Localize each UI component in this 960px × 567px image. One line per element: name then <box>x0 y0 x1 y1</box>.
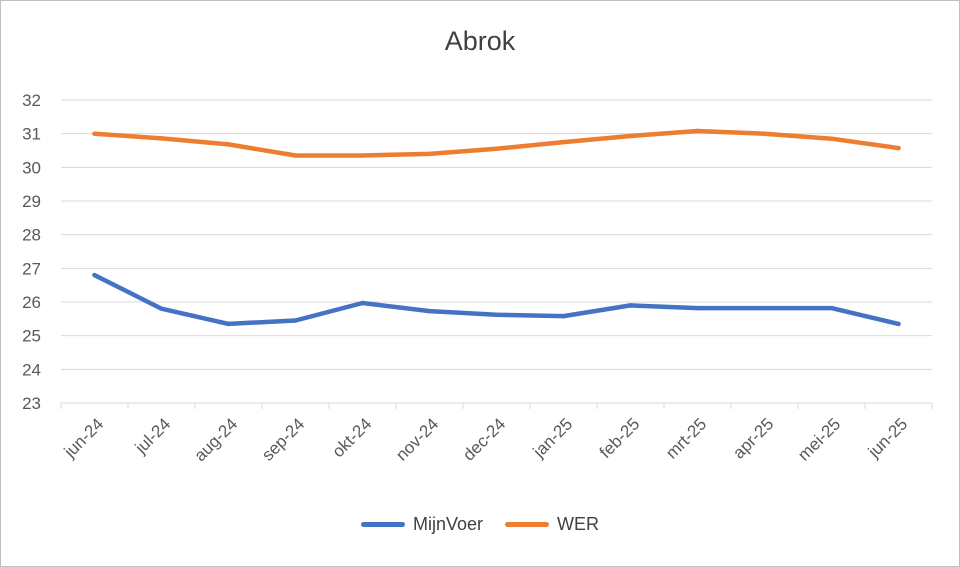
legend-item-mijnvoer: MijnVoer <box>360 514 484 535</box>
legend-label-wer: WER <box>557 514 600 534</box>
legend: MijnVoer WER <box>0 514 960 535</box>
data-point-mijnvoer <box>92 272 97 278</box>
data-point-wer <box>293 153 298 158</box>
data-point-wer <box>226 142 231 147</box>
data-point-mijnvoer <box>561 313 566 319</box>
data-point-mijnvoer <box>427 308 432 314</box>
data-point-mijnvoer <box>695 305 700 311</box>
x-tick-label: dec-24 <box>459 414 509 464</box>
legend-swatch-mijnvoer <box>360 522 405 527</box>
x-axis-tick-labels: jun-24 jul-24 aug-24 sep-24 okt-24 nov-24 dec-… <box>60 414 912 465</box>
data-point-wer <box>829 136 834 141</box>
legend-swatch-wer <box>505 522 550 527</box>
data-point-mijnvoer <box>494 312 499 317</box>
x-tick-label: jun-24 <box>60 414 108 462</box>
data-point-mijnvoer <box>159 306 164 311</box>
y-tick-label: 30 <box>22 158 41 177</box>
x-tick-label: apr-25 <box>729 414 777 462</box>
data-point-mijnvoer <box>762 305 767 311</box>
legend-item-wer: WER <box>505 514 599 535</box>
chart-title: Abrok <box>444 26 516 56</box>
data-point-mijnvoer <box>293 318 298 323</box>
data-point-wer <box>695 128 700 134</box>
data-point-wer <box>159 136 164 141</box>
y-axis-tick-labels: 23 24 25 26 27 28 29 30 31 32 <box>22 91 41 413</box>
y-tick-label: 26 <box>22 293 41 312</box>
series-line-wer <box>92 128 901 158</box>
series-lines <box>92 128 901 327</box>
data-point-wer <box>360 153 365 158</box>
data-point-wer <box>92 131 97 136</box>
x-tick-label: jul-24 <box>131 414 175 458</box>
data-point-mijnvoer <box>829 305 834 311</box>
data-point-mijnvoer <box>226 321 231 327</box>
data-point-wer <box>427 151 432 157</box>
gridlines <box>61 99 932 370</box>
data-point-mijnvoer <box>628 303 633 308</box>
y-tick-label: 23 <box>22 394 41 413</box>
x-tick-label: mrt-25 <box>662 414 710 462</box>
data-point-wer <box>896 145 901 151</box>
x-axis <box>60 402 933 409</box>
y-tick-label: 25 <box>22 327 41 346</box>
x-tick-label: jan-25 <box>529 414 577 462</box>
x-tick-label: mei-25 <box>794 414 844 464</box>
data-point-wer <box>494 146 499 152</box>
x-tick-label: feb-25 <box>596 414 644 462</box>
y-tick-label: 27 <box>22 259 41 278</box>
y-tick-label: 29 <box>22 192 41 211</box>
x-tick-label: aug-24 <box>190 414 241 465</box>
x-tick-label: nov-24 <box>392 414 442 464</box>
x-tick-label: jun-25 <box>864 414 912 462</box>
data-point-wer <box>762 131 767 136</box>
data-point-wer <box>628 133 633 139</box>
data-point-wer <box>561 139 566 145</box>
data-point-mijnvoer <box>360 300 365 306</box>
x-tick-label: sep-24 <box>258 414 308 464</box>
legend-label-mijnvoer: MijnVoer <box>412 514 484 534</box>
y-tick-label: 31 <box>22 125 41 144</box>
y-tick-label: 24 <box>22 360 41 379</box>
x-tick-label: okt-24 <box>328 414 375 461</box>
data-point-mijnvoer <box>896 321 901 327</box>
y-tick-label: 28 <box>22 226 41 245</box>
y-tick-label: 32 <box>22 91 41 110</box>
